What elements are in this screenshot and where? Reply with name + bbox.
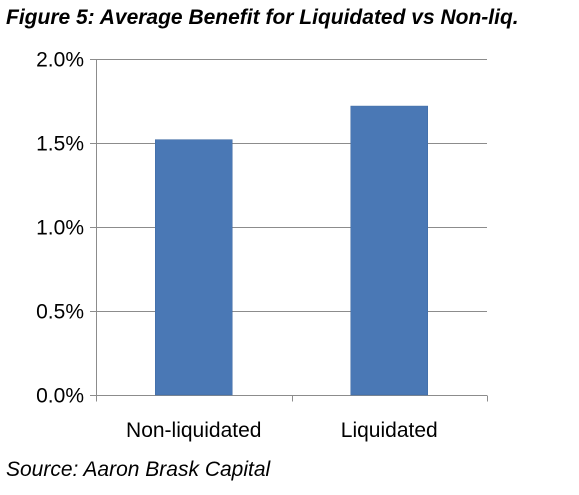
figure-title: Figure 5: Average Benefit for Liquidated… — [6, 6, 519, 29]
axes — [90, 59, 488, 402]
y-tick-label: 1.0% — [36, 217, 84, 240]
figure-source: Source: Aaron Brask Capital — [6, 458, 271, 481]
y-tick-label: 0.5% — [36, 301, 84, 324]
x-tick-label: Liquidated — [341, 419, 438, 442]
y-tick-label: 0.0% — [36, 385, 84, 408]
y-tick-label: 2.0% — [36, 49, 84, 72]
gridlines — [96, 59, 487, 312]
bar-liquidated — [350, 105, 428, 396]
y-tick-label: 1.5% — [36, 133, 84, 156]
bar-non-liquidated — [155, 139, 233, 396]
x-tick-label: Non-liquidated — [126, 419, 261, 442]
bars — [155, 105, 428, 396]
tick-labels: 0.0% 0.5% 1.0% 1.5% 2.0% Non-liquidated Liquid… — [36, 49, 438, 443]
